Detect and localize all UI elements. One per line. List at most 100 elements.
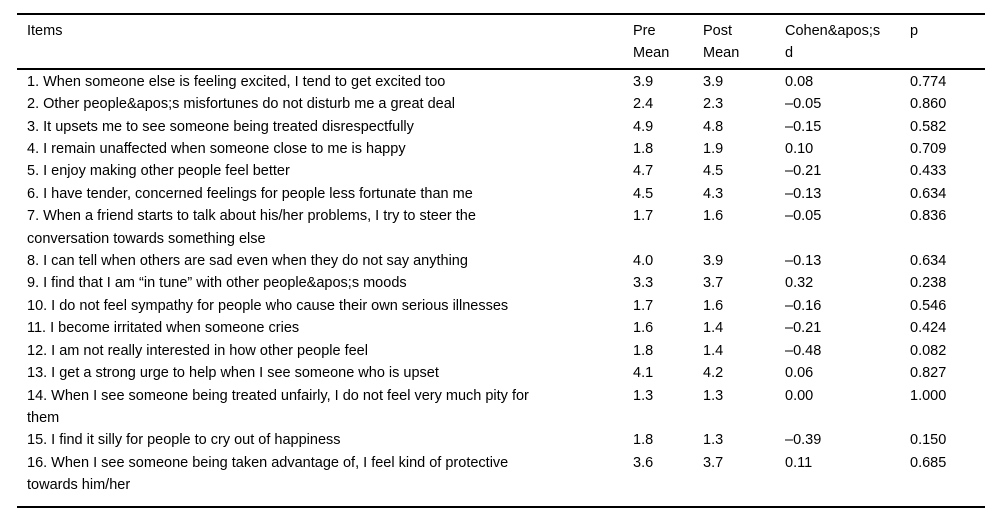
column-header-items: Items <box>27 23 63 39</box>
cell-pre-mean: 3.6 <box>633 454 654 471</box>
cell-p-value: 0.634 <box>910 185 947 202</box>
cell-item-text: 8. I can tell when others are sad even w… <box>27 253 468 270</box>
table-row: 7. When a friend starts to talk about hi… <box>17 205 985 250</box>
cell-item-text: 10. I do not feel sympathy for people wh… <box>27 297 509 314</box>
table-row: 9. I find that I am “in tune” with other… <box>17 272 985 294</box>
cell-pre-mean: 3.9 <box>633 73 654 90</box>
table-row: 11. I become irritated when someone crie… <box>17 317 985 339</box>
cell-post-mean: 3.9 <box>703 73 724 90</box>
cell-p-value: 0.836 <box>910 208 947 225</box>
cell-post-mean: 2.3 <box>703 96 724 113</box>
table-row: 4. I remain unaffected when someone clos… <box>17 138 985 160</box>
cell-post-mean: 1.3 <box>703 432 724 449</box>
table-row: 14. When I see someone being treated unf… <box>17 385 985 430</box>
cell-cohens-d: –0.05 <box>785 208 822 225</box>
table-row: 3. It upsets me to see someone being tre… <box>17 116 985 138</box>
cell-pre-mean: 1.3 <box>633 387 654 404</box>
table-row: 10. I do not feel sympathy for people wh… <box>17 295 985 317</box>
table-row: 2. Other people&apos;s misfortunes do no… <box>17 93 985 115</box>
cell-cohens-d: –0.13 <box>785 253 822 270</box>
column-header-post-mean: Post Mean <box>703 23 740 62</box>
cell-cohens-d: –0.13 <box>785 185 822 202</box>
cell-cohens-d: –0.21 <box>785 320 822 337</box>
cell-pre-mean: 1.7 <box>633 208 654 225</box>
table-row: 16. When I see someone being taken advan… <box>17 452 985 507</box>
cell-cohens-d: 0.08 <box>785 73 814 90</box>
cell-item-text: 9. I find that I am “in tune” with other… <box>27 275 407 292</box>
cell-cohens-d: –0.16 <box>785 297 822 314</box>
cell-p-value: 0.774 <box>910 73 947 90</box>
cell-cohens-d: –0.48 <box>785 342 822 359</box>
cell-item-text: 13. I get a strong urge to help when I s… <box>27 365 439 382</box>
table-body: 1. When someone else is feeling excited,… <box>17 69 985 507</box>
cell-cohens-d: –0.39 <box>785 432 822 449</box>
cell-cohens-d: 0.00 <box>785 387 814 404</box>
cell-item-text: 14. When I see someone being treated unf… <box>27 387 529 426</box>
cell-post-mean: 3.7 <box>703 275 724 292</box>
table-row: 15. I find it silly for people to cry ou… <box>17 429 985 451</box>
table-row: 13. I get a strong urge to help when I s… <box>17 362 985 384</box>
cell-item-text: 5. I enjoy making other people feel bett… <box>27 163 290 180</box>
cell-p-value: 0.433 <box>910 163 947 180</box>
cell-item-text: 12. I am not really interested in how ot… <box>27 342 368 359</box>
cell-pre-mean: 2.4 <box>633 96 654 113</box>
cell-p-value: 0.709 <box>910 141 947 158</box>
table-row: 12. I am not really interested in how ot… <box>17 340 985 362</box>
cell-item-text: 7. When a friend starts to talk about hi… <box>27 208 476 247</box>
cell-post-mean: 1.6 <box>703 297 724 314</box>
cell-item-text: 3. It upsets me to see someone being tre… <box>27 118 414 135</box>
cell-pre-mean: 1.7 <box>633 297 654 314</box>
cell-p-value: 1.000 <box>910 387 947 404</box>
cell-post-mean: 4.5 <box>703 163 724 180</box>
table-header: Items Pre Mean Post Mean Cohen&apos;s d … <box>17 14 985 69</box>
cell-p-value: 0.082 <box>910 342 947 359</box>
cell-p-value: 0.238 <box>910 275 947 292</box>
cell-post-mean: 1.4 <box>703 320 724 337</box>
cell-p-value: 0.150 <box>910 432 947 449</box>
cell-p-value: 0.634 <box>910 253 947 270</box>
cell-item-text: 16. When I see someone being taken advan… <box>27 454 509 494</box>
cell-pre-mean: 1.6 <box>633 320 654 337</box>
cell-item-text: 11. I become irritated when someone crie… <box>27 320 300 337</box>
cell-pre-mean: 3.3 <box>633 275 654 292</box>
results-table: Items Pre Mean Post Mean Cohen&apos;s d … <box>17 13 985 508</box>
column-header-p: p <box>910 23 919 39</box>
table-row: 8. I can tell when others are sad even w… <box>17 250 985 272</box>
cell-cohens-d: 0.32 <box>785 275 814 292</box>
cell-p-value: 0.827 <box>910 365 947 382</box>
cell-pre-mean: 4.0 <box>633 253 654 270</box>
cell-pre-mean: 4.7 <box>633 163 654 180</box>
cell-pre-mean: 4.1 <box>633 365 654 382</box>
cell-item-text: 6. I have tender, concerned feelings for… <box>27 185 473 202</box>
cell-cohens-d: –0.05 <box>785 96 822 113</box>
cell-post-mean: 4.8 <box>703 118 724 135</box>
cell-p-value: 0.860 <box>910 96 947 113</box>
cell-cohens-d: 0.06 <box>785 365 814 382</box>
column-header-pre-mean: Pre Mean <box>633 23 670 62</box>
cell-post-mean: 3.7 <box>703 454 724 471</box>
cell-cohens-d: –0.15 <box>785 118 822 135</box>
cell-cohens-d: –0.21 <box>785 163 822 180</box>
table-row: 1. When someone else is feeling excited,… <box>17 69 985 93</box>
cell-pre-mean: 4.9 <box>633 118 654 135</box>
cell-p-value: 0.424 <box>910 320 947 337</box>
cell-post-mean: 4.3 <box>703 185 724 202</box>
header-row: Items Pre Mean Post Mean Cohen&apos;s d … <box>17 14 985 69</box>
cell-pre-mean: 4.5 <box>633 185 654 202</box>
column-header-cohens-d: Cohen&apos;s d <box>785 23 881 62</box>
cell-post-mean: 1.6 <box>703 208 724 225</box>
cell-post-mean: 3.9 <box>703 253 724 270</box>
cell-post-mean: 4.2 <box>703 365 724 382</box>
cell-p-value: 0.685 <box>910 454 947 471</box>
cell-item-text: 4. I remain unaffected when someone clos… <box>27 141 406 158</box>
table-row: 6. I have tender, concerned feelings for… <box>17 183 985 205</box>
cell-cohens-d: 0.11 <box>785 454 813 471</box>
cell-post-mean: 1.4 <box>703 342 724 359</box>
cell-pre-mean: 1.8 <box>633 432 654 449</box>
cell-post-mean: 1.3 <box>703 387 724 404</box>
table-row: 5. I enjoy making other people feel bett… <box>17 160 985 182</box>
cell-item-text: 1. When someone else is feeling excited,… <box>27 73 446 90</box>
cell-p-value: 0.582 <box>910 118 947 135</box>
cell-pre-mean: 1.8 <box>633 141 654 158</box>
